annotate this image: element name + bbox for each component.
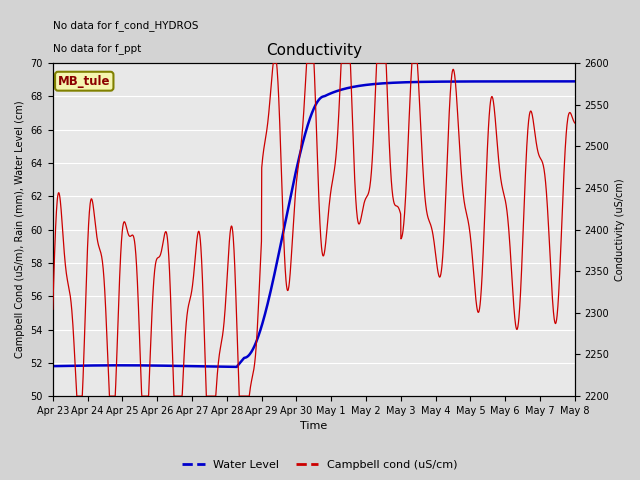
Text: No data for f_ppt: No data for f_ppt bbox=[52, 43, 141, 54]
Text: MB_tule: MB_tule bbox=[58, 75, 111, 88]
Title: Conductivity: Conductivity bbox=[266, 43, 362, 58]
Y-axis label: Conductivity (uS/cm): Conductivity (uS/cm) bbox=[615, 178, 625, 281]
X-axis label: Time: Time bbox=[300, 421, 328, 432]
Legend: Water Level, Campbell cond (uS/cm): Water Level, Campbell cond (uS/cm) bbox=[178, 456, 462, 474]
Text: No data for f_cond_HYDROS: No data for f_cond_HYDROS bbox=[52, 20, 198, 31]
Y-axis label: Campbell Cond (uS/m), Rain (mm), Water Level (cm): Campbell Cond (uS/m), Rain (mm), Water L… bbox=[15, 101, 25, 359]
